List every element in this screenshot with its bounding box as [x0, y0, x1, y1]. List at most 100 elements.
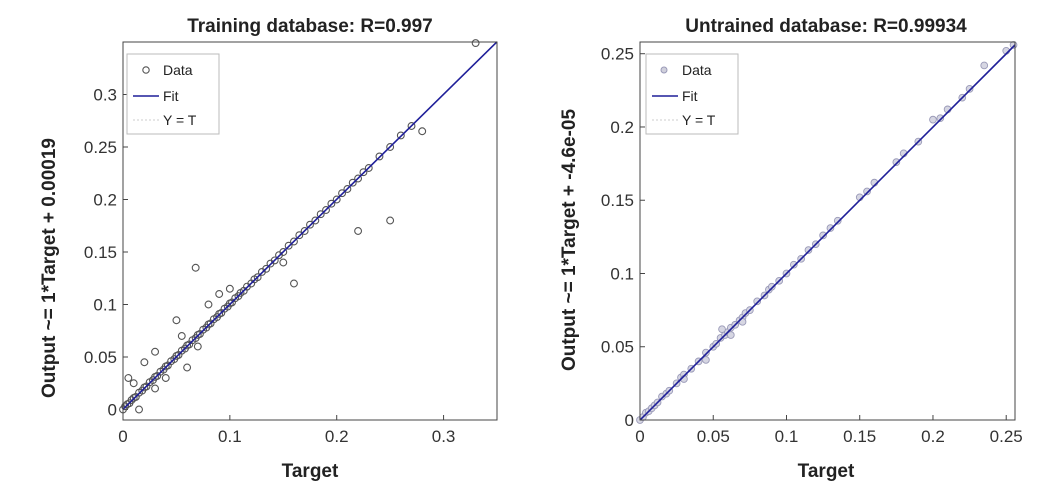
untrained-x-tick-label: 0.2	[921, 427, 945, 446]
untrained-y-tick-label: 0.15	[601, 191, 634, 210]
untrained-x-tick-label: 0.1	[775, 427, 799, 446]
training-y-tick-label: 0.3	[93, 86, 117, 105]
training-legend-data-marker	[142, 66, 150, 74]
training-data-point	[386, 216, 395, 225]
untrained-y-tick-label: 0.05	[601, 338, 634, 357]
untrained-legend: Data Fit Y = T	[645, 53, 739, 135]
training-data-point	[284, 241, 293, 250]
untrained-fit-line	[639, 44, 1016, 421]
untrained-lines	[639, 44, 1016, 421]
untrained-legend-fit-label: Fit	[682, 88, 698, 104]
training-y-tick-label: 0.25	[84, 138, 117, 157]
untrained-legend-data-label: Data	[682, 62, 712, 78]
training-data-point	[375, 152, 384, 161]
training-data-point	[338, 189, 347, 198]
training-data-point	[359, 168, 368, 177]
untrained-data-point	[702, 356, 710, 364]
training-data-point	[124, 374, 133, 382]
training-x-axis-label: Target	[282, 461, 339, 482]
training-data-point	[471, 39, 480, 47]
training-legend-box	[126, 53, 220, 135]
untrained-data-point	[929, 115, 937, 124]
training-data-point	[348, 178, 357, 187]
untrained-data-point	[863, 187, 871, 196]
training-data-point	[183, 363, 192, 372]
training-data-point	[204, 300, 213, 309]
training-data-point	[364, 164, 373, 172]
training-data-point	[332, 195, 341, 204]
untrained-data-point	[702, 348, 710, 357]
training-data-point	[354, 174, 363, 183]
training-fit-line	[122, 41, 498, 410]
training-y-tick-label: 0.2	[93, 191, 117, 210]
untrained-data-point	[980, 61, 989, 70]
untrained-data-point	[826, 224, 835, 232]
training-ticks: 0 0.1 0.2 0.3 0 0.05 0.1 0.15 0.2 0.25 0.3	[84, 86, 455, 447]
training-y-tick-label: 0	[108, 401, 117, 420]
training-chart-title: Training database: R=0.997	[187, 16, 433, 37]
training-y-axis-label: Output ~= 1*Target + 0.00019	[39, 138, 60, 398]
training-data-point	[316, 210, 325, 219]
training-data-point	[396, 131, 405, 140]
untrained-legend-box	[645, 53, 739, 135]
untrained-data-point	[819, 231, 827, 240]
untrained-plot-frame	[639, 41, 1016, 421]
training-data-point	[322, 206, 330, 214]
training-legend: Data Fit Y = T	[126, 53, 220, 135]
untrained-x-tick-label: 0	[635, 427, 644, 446]
untrained-data-point	[804, 246, 813, 254]
training-data-point	[253, 273, 262, 282]
untrained-chart-title: Untrained database: R=0.99934	[685, 16, 967, 37]
untrained-data-point	[767, 282, 776, 291]
training-data-point	[161, 374, 170, 382]
training-x-tick-label: 0.1	[218, 427, 242, 446]
training-data-point	[279, 258, 288, 267]
untrained-legend-data-marker	[660, 66, 668, 74]
training-x-tick-label: 0.3	[432, 427, 456, 446]
training-data-point	[295, 231, 304, 240]
training-y-tick-label: 0.1	[93, 296, 117, 315]
untrained-y-axis-label: Output ~= 1*Target + -4.6e-05	[559, 109, 580, 371]
training-legend-data-label: Data	[163, 62, 193, 78]
training-data-point	[262, 264, 271, 273]
training-lines	[122, 41, 498, 410]
training-data-point	[290, 279, 298, 288]
training-data-point	[140, 358, 149, 367]
training-data-point	[354, 227, 363, 235]
untrained-x-axis-label: Target	[798, 461, 855, 482]
training-y-tick-label: 0.15	[84, 243, 117, 262]
training-x-tick-label: 0.2	[325, 427, 349, 446]
training-data-point	[191, 263, 200, 272]
untrained-chart: Untrained database: R=0.99934 Target Out…	[559, 16, 1023, 482]
training-data-point	[279, 248, 288, 256]
training-data-point	[135, 405, 143, 414]
training-data-point	[215, 290, 224, 298]
training-y-tick-label: 0.05	[84, 348, 117, 367]
training-data-point	[151, 347, 160, 356]
untrained-data-point	[936, 114, 945, 123]
untrained-x-tick-label: 0.25	[990, 427, 1023, 446]
training-data-point	[306, 220, 314, 229]
training-plot-frame	[122, 41, 498, 421]
training-data-point	[386, 143, 395, 151]
training-data-point	[225, 284, 234, 293]
training-data-point	[193, 342, 202, 351]
untrained-y-tick-label: 0	[625, 411, 634, 430]
training-data-point	[177, 332, 186, 340]
untrained-y-tick-label: 0.1	[610, 264, 634, 283]
training-data-point	[151, 384, 160, 393]
untrained-data-point	[965, 85, 974, 93]
untrained-data-point	[833, 216, 842, 225]
training-legend-fit-label: Fit	[163, 88, 179, 104]
training-data-point	[172, 316, 181, 325]
training-data-points	[119, 39, 480, 414]
training-data-point	[343, 185, 352, 193]
training-x-tick-label: 0	[118, 427, 127, 446]
training-data-point	[290, 237, 298, 246]
training-legend-yt-label: Y = T	[163, 112, 197, 128]
training-chart: Training database: R=0.997 Target Output…	[39, 16, 498, 482]
training-data-point	[327, 199, 336, 208]
untrained-data-point	[892, 158, 901, 166]
untrained-data-point	[789, 260, 798, 269]
